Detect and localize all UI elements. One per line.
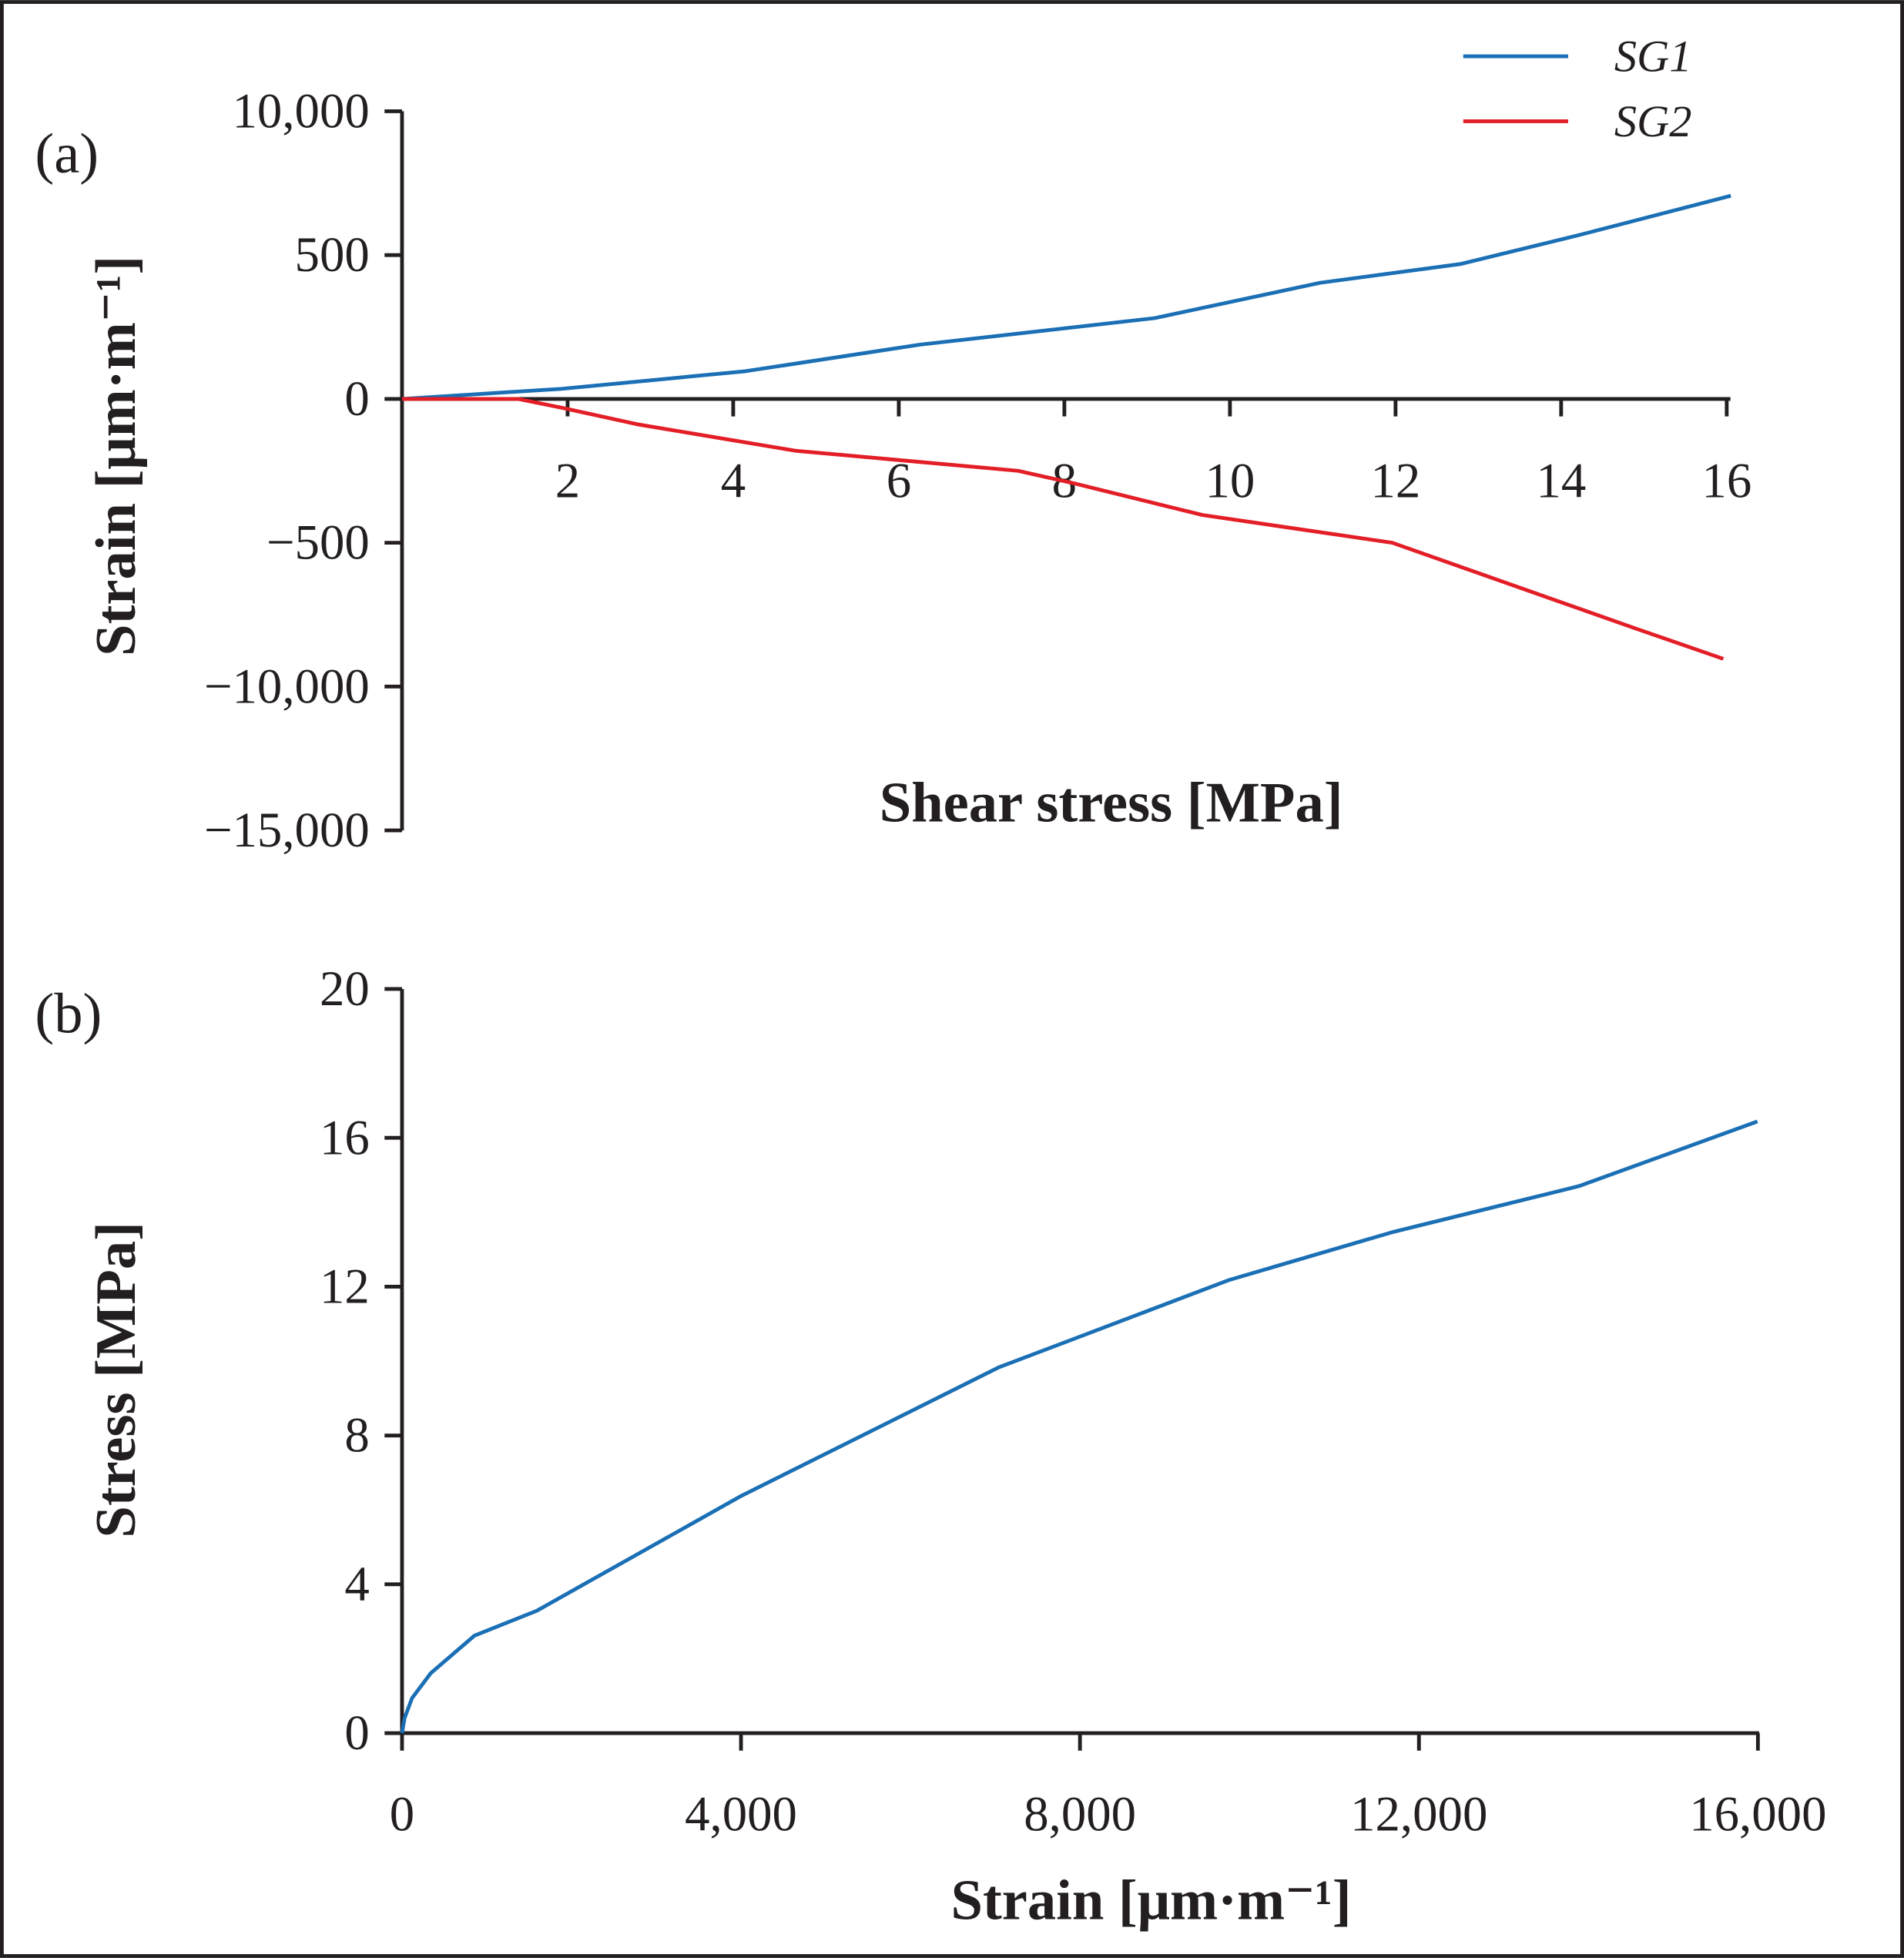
y-tick-label-b: 0 (344, 1705, 369, 1761)
panel-label-b: (b) (35, 983, 102, 1046)
y-tick-label-a: 0 (344, 371, 369, 427)
y-tick-label-b: 16 (320, 1110, 370, 1165)
series-line-sg1 (401, 193, 1731, 401)
series-line-stress-strain (400, 1119, 1758, 1734)
x-tick-label-a: 4 (721, 453, 746, 508)
y-tick-label-b: 8 (344, 1408, 369, 1463)
x-tick-label-a: 2 (555, 453, 580, 508)
y-tick-label-b: 12 (320, 1259, 370, 1314)
y-tick-label-a: −10,000 (204, 659, 370, 714)
y-tick-label-a: −500 (266, 515, 370, 571)
x-tick-label-b: 0 (390, 1787, 414, 1842)
x-axis-label-a: Shear stress [MPa] (880, 772, 1343, 835)
x-tick-label-a: 10 (1205, 453, 1255, 508)
y-tick-label-a: 10,000 (233, 83, 370, 139)
x-tick-label-a: 12 (1370, 453, 1420, 508)
x-tick-label-a: 14 (1536, 453, 1586, 508)
legend-label-sg1: SG1 (1614, 32, 1691, 82)
x-tick-label-b: 16,000 (1689, 1787, 1826, 1842)
x-axis-label-b: Strain [μm·m⁻¹] (950, 1869, 1351, 1933)
x-tick-label-a: 16 (1701, 453, 1751, 508)
series-line-sg2 (401, 397, 1725, 661)
x-tick-label-b: 4,000 (685, 1787, 797, 1842)
y-axis-label-b: Stress [MPa] (85, 1222, 148, 1538)
y-tick-label-b: 4 (344, 1557, 369, 1612)
y-axis-label-a: Strain [μm·m⁻¹] (85, 256, 148, 656)
legend-label-sg2: SG2 (1614, 96, 1691, 146)
y-tick-label-a: 500 (295, 227, 370, 283)
x-tick-label-b: 8,000 (1024, 1787, 1136, 1842)
panel-label-a: (a) (35, 122, 99, 186)
y-tick-label-a: −15,000 (204, 803, 370, 858)
y-tick-label-b: 20 (320, 961, 370, 1017)
x-tick-label-b: 12,000 (1350, 1787, 1487, 1842)
